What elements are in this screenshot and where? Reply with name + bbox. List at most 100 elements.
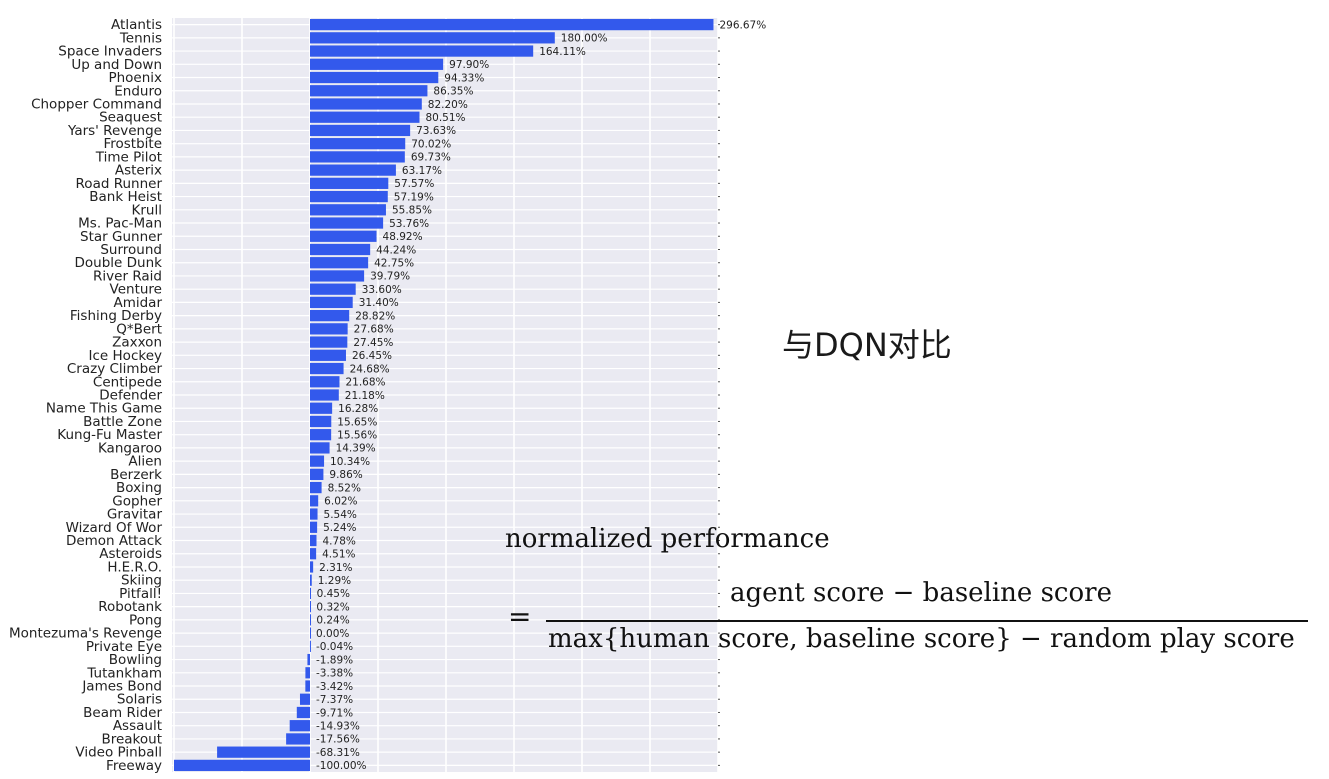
bar: [310, 296, 353, 309]
bar: [296, 706, 310, 719]
bar-value-label: 82.20%: [428, 99, 468, 111]
bar: [310, 336, 348, 348]
y-tick-label: Tutankham: [86, 665, 162, 681]
bar: [310, 468, 324, 480]
bar-value-label: -0.04%: [316, 641, 353, 653]
bar: [310, 429, 332, 441]
bar-value-label: 28.82%: [355, 310, 395, 322]
y-tick-label: Pitfall!: [119, 586, 162, 602]
y-tick-label: Bowling: [109, 652, 162, 668]
formula-numerator: agent score − baseline score: [730, 578, 1112, 608]
bar: [310, 561, 314, 573]
bar: [310, 230, 377, 242]
bar-value-label: 27.45%: [353, 337, 393, 349]
bar-value-label: 70.02%: [411, 138, 451, 150]
y-tick-label: Wizard Of Wor: [66, 520, 163, 536]
y-tick-label: Amidar: [113, 295, 162, 311]
y-tick-label: Phoenix: [108, 70, 162, 86]
y-tick-label: Yars' Revenge: [67, 123, 162, 139]
bar-value-label: 63.17%: [402, 165, 442, 177]
bar-value-label: 27.68%: [354, 324, 394, 336]
bar: [310, 587, 311, 600]
bar: [310, 164, 396, 176]
bar-value-label: 9.86%: [329, 469, 362, 481]
bar: [310, 376, 340, 388]
bar-value-label: -14.93%: [316, 721, 360, 733]
bar-value-label: 14.39%: [336, 443, 376, 455]
bar-value-label: 21.68%: [345, 377, 385, 389]
bar: [310, 310, 350, 322]
y-tick-label: Private Eye: [86, 639, 162, 655]
bar-value-label: 2.31%: [319, 562, 352, 574]
y-tick-label: H.E.R.O.: [107, 559, 162, 575]
bar: [310, 481, 322, 494]
y-tick-label: Krull: [132, 202, 162, 218]
bar-value-label: 296.67%: [719, 19, 766, 31]
bar: [310, 177, 389, 189]
bar-value-label: 1.29%: [318, 575, 351, 587]
bar-value-label: 4.78%: [323, 535, 356, 547]
bar-value-label: 5.54%: [324, 509, 357, 521]
bar: [310, 455, 325, 467]
bar: [310, 601, 311, 613]
bar: [310, 243, 371, 256]
bar-value-label: 57.57%: [394, 178, 434, 190]
bar-value-label: 33.60%: [362, 284, 402, 296]
bar: [310, 151, 405, 163]
bar: [310, 190, 388, 203]
bar-value-label: 8.52%: [328, 482, 361, 494]
bar-value-label: 31.40%: [359, 297, 399, 309]
bar: [310, 18, 714, 31]
bar-value-label: 48.92%: [383, 231, 423, 243]
bar-value-label: 5.24%: [323, 522, 356, 534]
bar-value-label: -17.56%: [316, 734, 360, 746]
y-tick-label: Crazy Climber: [67, 361, 163, 377]
bar: [307, 653, 310, 666]
y-tick-label: Kung-Fu Master: [57, 427, 162, 443]
y-tick-label: Up and Down: [71, 57, 162, 73]
bar-value-label: -7.37%: [316, 694, 353, 706]
y-tick-label: Ms. Pac-Man: [78, 216, 162, 232]
y-tick-label: Battle Zone: [83, 414, 162, 430]
bar: [310, 362, 344, 375]
bar: [310, 349, 346, 361]
y-tick-label: Bank Heist: [89, 189, 162, 205]
bar: [310, 521, 318, 533]
y-tick-label: Tennis: [119, 30, 162, 46]
bar: [286, 733, 310, 745]
bar-value-label: 80.51%: [425, 112, 465, 124]
y-tick-label: Space Invaders: [58, 44, 162, 60]
bar: [310, 508, 318, 520]
bar: [310, 614, 311, 626]
bar-value-label: 16.28%: [338, 403, 378, 415]
bar: [310, 415, 332, 428]
y-tick-label: Montezuma's Revenge: [9, 626, 162, 642]
bar: [310, 627, 311, 639]
bar-value-label: 0.00%: [316, 628, 349, 640]
bar-value-label: 53.76%: [389, 218, 429, 230]
y-tick-label: Breakout: [101, 731, 162, 747]
bar-value-label: 10.34%: [330, 456, 370, 468]
bar-value-label: 24.68%: [350, 363, 390, 375]
bar: [310, 257, 369, 269]
bar-value-label: 69.73%: [411, 152, 451, 164]
bar-value-label: 0.45%: [317, 588, 350, 600]
y-tick-label: Q*Bert: [116, 321, 162, 337]
fraction-line: [546, 620, 1308, 622]
y-tick-label: Asteroids: [99, 546, 162, 562]
bar-value-label: -3.38%: [316, 668, 353, 680]
bar-value-label: 15.56%: [337, 429, 377, 441]
bar-value-label: 94.33%: [444, 72, 484, 84]
bar: [174, 759, 310, 772]
bar-value-label: 39.79%: [370, 271, 410, 283]
bar: [289, 720, 310, 732]
bar: [310, 32, 555, 44]
y-tick-label: Seaquest: [99, 110, 162, 126]
bar: [310, 45, 534, 57]
bar: [299, 693, 310, 705]
bar-value-label: 97.90%: [449, 59, 489, 71]
bar-value-label: 86.35%: [433, 86, 473, 98]
bar-value-label: -100.00%: [316, 760, 367, 772]
y-tick-label: Double Dunk: [75, 255, 163, 271]
bar: [310, 124, 411, 137]
